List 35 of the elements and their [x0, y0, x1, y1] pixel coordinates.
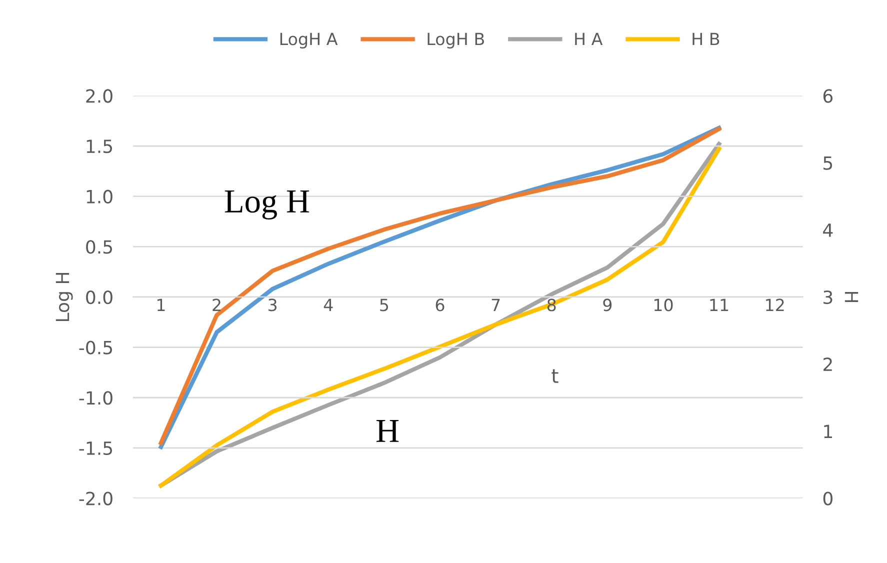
y-tick-label: 2.0: [86, 89, 112, 103]
y-tick-label: -1.5: [79, 442, 112, 456]
x-tick-label: 12: [766, 298, 784, 312]
x-tick-label: 11: [710, 298, 728, 312]
y2-tick-label: 6: [823, 89, 833, 103]
x-axis-title: t: [552, 369, 558, 383]
y-tick-label: 0.0: [86, 290, 112, 304]
legend-label: H B: [692, 32, 720, 46]
y2-tick-label: 0: [823, 492, 832, 506]
y2-axis-title: H: [844, 292, 858, 302]
x-tick-label: 2: [212, 298, 220, 312]
x-tick-label: 1: [157, 298, 165, 312]
legend-label: LogH B: [428, 32, 484, 49]
y2-tick-label: 5: [824, 156, 832, 170]
annotation: Log H: [224, 190, 310, 220]
y-tick-label: -0.5: [79, 340, 112, 354]
x-tick-label: 6: [436, 298, 444, 312]
y-tick-label: 1.5: [86, 140, 112, 154]
annotation: H: [376, 420, 399, 442]
y2-tick-label: 1: [824, 424, 832, 438]
legend-label: LogH A: [280, 32, 338, 49]
x-tick-label: 5: [380, 298, 388, 312]
x-tick-label: 9: [603, 298, 612, 312]
x-tick-label: 10: [654, 298, 673, 312]
x-tick-label: 4: [324, 298, 333, 312]
y-axis-title: Log H: [56, 272, 73, 321]
x-tick-label: 3: [268, 298, 277, 312]
y-tick-label: 1.0: [86, 190, 112, 204]
y-tick-label: -2.0: [79, 492, 112, 506]
y-tick-label: -1.0: [79, 391, 112, 405]
y2-tick-label: 4: [823, 224, 833, 237]
legend-label: H A: [575, 32, 603, 46]
y-tick-label: 0.5: [86, 240, 112, 254]
y2-tick-label: 2: [824, 358, 832, 371]
x-tick-label: 7: [492, 298, 500, 312]
